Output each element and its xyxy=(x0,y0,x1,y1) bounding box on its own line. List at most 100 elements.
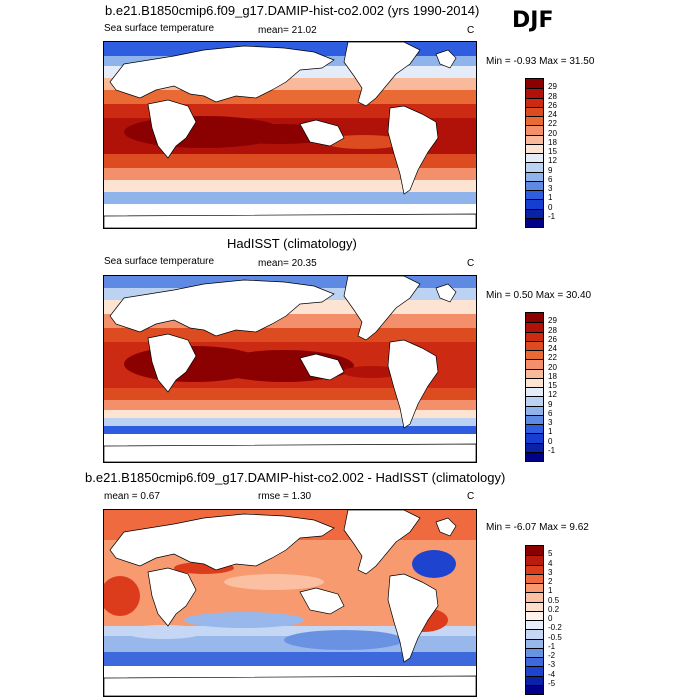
colorbar-labels-model: 29 28 26 24 22 20 18 15 12 9 6 3 1 0 -1 xyxy=(548,78,578,226)
colorbar-box xyxy=(526,199,543,209)
colorbar-box xyxy=(526,601,543,611)
colorbar-tick-label: -4 xyxy=(548,669,556,679)
colorbar-box xyxy=(526,331,543,341)
colorbar-box xyxy=(526,180,543,190)
colorbar-box xyxy=(526,592,543,602)
colorbar-box xyxy=(526,106,543,116)
colorbar-box xyxy=(526,368,543,378)
colorbar-box xyxy=(526,573,543,583)
sst-map-obs xyxy=(103,275,477,463)
colorbar-tick-label: 24 xyxy=(548,344,557,353)
panel-title-obs: HadISST (climatology) xyxy=(227,236,357,251)
colorbar-tick-label: 1 xyxy=(548,586,553,596)
colorbar-box xyxy=(526,217,543,227)
colorbar-box xyxy=(526,620,543,630)
colorbar-tick-label: 18 xyxy=(548,371,557,381)
colorbar-tick-label: 22 xyxy=(548,353,557,363)
colorbar-tick-label: 9 xyxy=(548,165,553,175)
colorbar-tick-label: 3 xyxy=(548,567,553,577)
colorbar-diff xyxy=(525,545,544,695)
colorbar-tick-label: 12 xyxy=(548,156,557,166)
colorbar-tick-label: 3 xyxy=(548,418,553,427)
colorbar-tick-label: 4 xyxy=(548,558,553,568)
colorbar-tick-label: -5 xyxy=(548,678,556,688)
colorbar-box xyxy=(526,675,543,685)
colorbar-box xyxy=(526,555,543,565)
colorbar-tick-label: 1 xyxy=(548,427,553,437)
colorbar-box xyxy=(526,359,543,369)
colorbar-tick-label: 0.2 xyxy=(548,604,560,614)
colorbar-tick-label: 24 xyxy=(548,110,557,119)
colorbar-box xyxy=(526,313,543,323)
colorbar-tick-label: 28 xyxy=(548,325,557,335)
sst-map-diff xyxy=(103,509,477,697)
minmax-label-diff: Min = -6.07 Max = 9.62 xyxy=(486,522,589,533)
mean-label-diff: mean = 0.67 xyxy=(104,491,160,502)
colorbar-box xyxy=(526,657,543,667)
colorbar-box xyxy=(526,405,543,415)
colorbar-box xyxy=(526,396,543,406)
colorbar-box xyxy=(526,424,543,434)
mean-label-model: mean= 21.02 xyxy=(258,25,317,36)
minmax-label-obs: Min = 0.50 Max = 30.40 xyxy=(486,290,592,301)
colorbar-box xyxy=(526,610,543,620)
colorbar-box xyxy=(526,190,543,200)
panel-title-diff: b.e21.B1850cmip6.f09_g17.DAMIP-hist-co2.… xyxy=(85,470,506,485)
colorbar-tick-label: -3 xyxy=(548,660,556,670)
colorbar-box xyxy=(526,629,543,639)
units-label-obs: C xyxy=(467,258,475,269)
colorbar-box xyxy=(526,387,543,397)
colorbar-obs xyxy=(525,312,544,462)
colorbar-box xyxy=(526,647,543,657)
colorbar-box xyxy=(526,638,543,648)
colorbar-tick-label: 6 xyxy=(548,408,553,418)
units-label-diff: C xyxy=(467,491,475,502)
colorbar-tick-label: 2 xyxy=(548,577,553,586)
colorbar-box xyxy=(526,433,543,443)
colorbar-tick-label: 29 xyxy=(548,82,557,92)
colorbar-tick-label: -1 xyxy=(548,211,556,221)
colorbar-box xyxy=(526,97,543,107)
season-label: DJF xyxy=(512,8,554,33)
colorbar-tick-label: -0.2 xyxy=(548,623,562,633)
colorbar-model xyxy=(525,78,544,228)
colorbar-tick-label: 9 xyxy=(548,399,553,409)
colorbar-box xyxy=(526,153,543,163)
colorbar-box xyxy=(526,88,543,98)
colorbar-tick-label: 28 xyxy=(548,91,557,101)
colorbar-tick-label: 26 xyxy=(548,100,557,110)
colorbar-box xyxy=(526,442,543,452)
colorbar-tick-label: -0.5 xyxy=(548,632,562,642)
colorbar-tick-label: 0 xyxy=(548,202,553,212)
colorbar-box xyxy=(526,171,543,181)
variable-label-model: Sea surface temperature xyxy=(104,23,215,34)
colorbar-box xyxy=(526,377,543,387)
colorbar-tick-label: 22 xyxy=(548,119,557,129)
colorbar-tick-label: 20 xyxy=(548,128,557,138)
variable-label-obs: Sea surface temperature xyxy=(104,256,215,267)
colorbar-box xyxy=(526,143,543,153)
colorbar-box xyxy=(526,666,543,676)
colorbar-tick-label: 26 xyxy=(548,334,557,344)
colorbar-box xyxy=(526,79,543,89)
colorbar-box xyxy=(526,162,543,172)
colorbar-box xyxy=(526,564,543,574)
colorbar-box xyxy=(526,684,543,694)
colorbar-tick-label: 0.5 xyxy=(548,595,560,605)
colorbar-box xyxy=(526,350,543,360)
panel-title-model: b.e21.B1850cmip6.f09_g17.DAMIP-hist-co2.… xyxy=(105,3,480,18)
colorbar-box xyxy=(526,134,543,144)
colorbar-box xyxy=(526,451,543,461)
colorbar-tick-label: -1 xyxy=(548,445,556,455)
colorbar-tick-label: -2 xyxy=(548,651,556,660)
colorbar-tick-label: 20 xyxy=(548,362,557,372)
colorbar-box xyxy=(526,322,543,332)
colorbar-labels-diff: 5 4 3 2 1 0.5 0.2 0 -0.2 -0.5 -1 -2 -3 -4 -5 xyxy=(548,545,578,693)
colorbar-tick-label: 29 xyxy=(548,316,557,326)
colorbar-tick-label: 15 xyxy=(548,147,557,156)
colorbar-tick-label: 3 xyxy=(548,184,553,193)
colorbar-box xyxy=(526,340,543,350)
colorbar-tick-label: 15 xyxy=(548,381,557,390)
colorbar-box xyxy=(526,125,543,135)
colorbar-tick-label: 0 xyxy=(548,436,553,446)
